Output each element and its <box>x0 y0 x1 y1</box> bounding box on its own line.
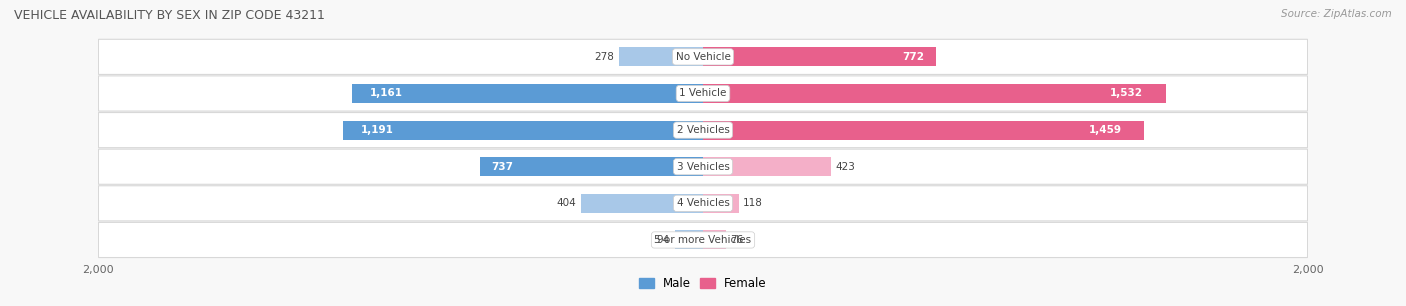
Text: 737: 737 <box>491 162 513 172</box>
Bar <box>675 230 703 249</box>
Text: 404: 404 <box>557 198 576 208</box>
Text: 1 Vehicle: 1 Vehicle <box>679 88 727 99</box>
Text: 4 Vehicles: 4 Vehicles <box>676 198 730 208</box>
Legend: Male, Female: Male, Female <box>634 272 772 294</box>
Text: 1,459: 1,459 <box>1090 125 1122 135</box>
Bar <box>703 47 936 66</box>
Bar <box>703 194 738 213</box>
Text: No Vehicle: No Vehicle <box>675 52 731 62</box>
FancyBboxPatch shape <box>98 149 1308 184</box>
Text: Source: ZipAtlas.com: Source: ZipAtlas.com <box>1281 9 1392 19</box>
Text: 772: 772 <box>903 52 925 62</box>
Text: VEHICLE AVAILABILITY BY SEX IN ZIP CODE 43211: VEHICLE AVAILABILITY BY SEX IN ZIP CODE … <box>14 9 325 22</box>
FancyBboxPatch shape <box>98 39 1308 74</box>
Bar <box>703 121 1144 140</box>
Bar <box>703 230 725 249</box>
FancyBboxPatch shape <box>98 186 1308 221</box>
Text: 118: 118 <box>744 198 763 208</box>
Bar <box>343 121 703 140</box>
Bar <box>481 157 703 176</box>
Text: 1,161: 1,161 <box>370 88 402 99</box>
Bar <box>703 84 1166 103</box>
Bar <box>352 84 703 103</box>
Text: 423: 423 <box>835 162 855 172</box>
Text: 94: 94 <box>657 235 671 245</box>
Text: 1,191: 1,191 <box>361 125 394 135</box>
FancyBboxPatch shape <box>98 113 1308 148</box>
Bar <box>619 47 703 66</box>
FancyBboxPatch shape <box>98 76 1308 111</box>
FancyBboxPatch shape <box>98 222 1308 258</box>
Text: 3 Vehicles: 3 Vehicles <box>676 162 730 172</box>
Text: 278: 278 <box>595 52 614 62</box>
Bar <box>581 194 703 213</box>
Bar <box>703 157 831 176</box>
Text: 76: 76 <box>731 235 744 245</box>
Text: 5 or more Vehicles: 5 or more Vehicles <box>654 235 752 245</box>
Text: 1,532: 1,532 <box>1109 88 1143 99</box>
Text: 2 Vehicles: 2 Vehicles <box>676 125 730 135</box>
